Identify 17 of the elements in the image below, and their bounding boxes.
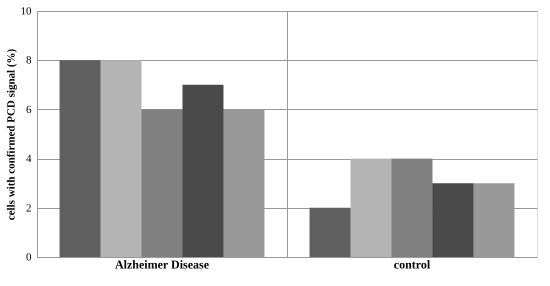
bar xyxy=(310,208,351,257)
bar xyxy=(350,158,392,257)
y-tick-label: 2 xyxy=(26,202,32,214)
y-axis-title: cells with confirmed PCD signal (%) xyxy=(6,48,18,220)
bar xyxy=(60,60,101,257)
x-tick-label: Alzheimer Disease xyxy=(114,258,210,272)
y-tick-label: 0 xyxy=(26,252,32,264)
y-tick-label: 10 xyxy=(20,6,32,18)
bar xyxy=(182,84,224,257)
bar xyxy=(392,158,432,257)
y-tick-label: 6 xyxy=(26,104,32,116)
y-tick-label: 4 xyxy=(26,153,32,166)
x-tick-label: control xyxy=(394,258,431,272)
bar xyxy=(142,109,182,257)
bar xyxy=(432,183,474,257)
y-tick-label: 8 xyxy=(26,54,32,67)
bar xyxy=(100,60,142,257)
